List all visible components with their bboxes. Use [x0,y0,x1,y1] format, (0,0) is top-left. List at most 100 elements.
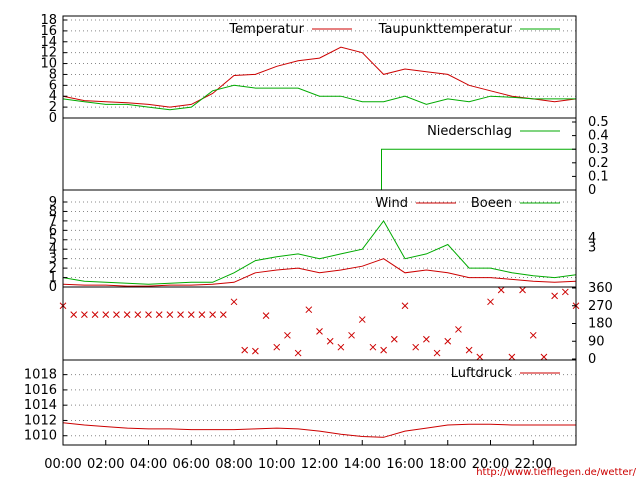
wind-direction-y-tick-label: 360 [588,281,613,296]
wind-legend-label: Wind [375,196,408,211]
temperature-y-tick-label: 4 [49,89,57,104]
precipitation-y-tick-label: 0 [588,183,596,198]
wind-y-tick-label: 2 [49,261,57,276]
precipitation-legend-label: Niederschlag [427,124,512,139]
temperature-y-tick-label: 8 [49,67,57,82]
x-tick-label: 18:00 [429,457,466,472]
wind-direction-point [380,346,387,354]
wind-direction-point [551,292,558,300]
wind-direction-point [369,343,377,351]
wind-direction-point [70,311,78,318]
wind-y-tick-label: 5 [49,233,57,248]
temperature-y-tick-label: 10 [40,57,57,72]
x-tick-label: 14:00 [344,457,381,472]
x-tick-label: 20:00 [472,457,509,472]
wind-legend-label: Boeen [471,196,512,211]
wind-direction-point [519,286,526,294]
wind-direction-point [305,306,313,314]
frame-layer [62,15,577,446]
x-tick-label: 22:00 [515,457,552,472]
wind-direction-point [487,298,494,306]
temperature-legend-label: Taupunkttemperatur [378,22,513,37]
wind-direction-point [209,311,216,318]
pressure-series-line [62,422,576,438]
wind-direction-point [433,349,441,357]
wind-direction-point [390,335,398,343]
precipitation-y-tick-label: 0.1 [588,169,609,184]
wind-y-tick-label: 1 [49,271,57,286]
wind-direction-point [91,311,99,318]
wind-series-line [62,219,577,285]
wind-direction-point [326,337,334,345]
wind-y-tick-label: 9 [49,195,57,210]
wind-direction-point [444,337,452,345]
wind-direction-y-tick-label: 0 [588,352,596,367]
pressure-y-tick-label: 1018 [24,368,57,383]
wind-direction-point [465,346,473,354]
wind-direction-point [476,353,484,361]
wind-direction-point [316,328,323,335]
wind-y-tick-label: 3 [49,252,57,267]
x-tick-label: 16:00 [386,457,423,472]
temperature-y-tick-label: 0 [49,111,57,126]
wind-direction-point [219,311,227,318]
wind-direction-point [230,298,238,306]
wind-direction-point [455,326,462,333]
wind-direction-point [337,343,345,351]
wind-direction-point [198,311,206,318]
wind-direction-point [252,347,259,355]
wind-direction-point [155,311,163,318]
grid-layer [63,19,576,437]
temperature-series-line [62,84,576,111]
wind-right-tick-label: 4 [588,231,596,246]
temperature-y-tick-label: 18 [40,13,57,28]
credit-link[interactable]: http://www.tiefflegen.de/wetter/ [476,467,636,478]
wind-y-tick-label: 8 [49,204,57,219]
wind-direction-point [358,316,366,323]
temperature-legend-label: Temperatur [228,22,304,37]
wind-direction-point [81,311,88,318]
pressure-frame [62,359,577,446]
temperature-y-tick-label: 6 [49,78,57,93]
pressure-y-tick-label: 1014 [24,398,57,413]
x-tick-label: 02:00 [87,457,124,472]
pressure-y-tick-label: 1012 [24,413,57,428]
temperature-y-tick-label: 2 [49,100,57,115]
wind-y-tick-label: 7 [49,214,57,229]
precipitation-y-tick-label: 0.3 [588,142,609,157]
wind-y-tick-label: 0 [49,280,57,295]
x-tick-label: 06:00 [173,457,210,472]
pressure-legend-label: Luftdruck [451,366,513,381]
wind-right-tick-label: 3 [588,240,596,255]
wind-direction-point [241,346,249,354]
wind-direction-point [540,353,548,361]
wind-series-line [62,258,577,287]
wind-direction-point [113,311,120,318]
wind-direction-point [561,288,569,296]
wind-direction-point [401,302,409,310]
wind-direction-point [134,311,142,318]
wind-direction-point [177,311,184,318]
x-tick-label: 12:00 [301,457,338,472]
wind-direction-y-tick-label: 270 [588,299,613,314]
wind-direction-point [294,349,302,357]
wind-direction-point [348,331,355,339]
x-tick-label: 04:00 [130,457,167,472]
text-layer: 00:00 02:00 04:00 06:00 08:00 10:00 12:00 14:00… [24,13,613,472]
wind-direction-y-tick-label: 180 [588,317,613,332]
wind-direction-y-tick-label: 90 [588,334,605,349]
wind-y-tick-label: 4 [49,242,57,257]
wind-direction-point [123,311,131,318]
temperature-y-tick-label: 16 [40,24,57,39]
x-tick-label: 10:00 [258,457,295,472]
wind-direction-point [145,311,152,318]
pressure-y-tick-label: 1016 [24,383,57,398]
precipitation-y-tick-label: 0.4 [588,129,609,144]
x-tick-label: 00:00 [44,457,81,472]
wind-direction-point [262,312,270,319]
wind-direction-point [187,311,195,318]
pressure-y-tick-label: 1010 [24,429,57,444]
precipitation-y-tick-label: 0.5 [588,115,609,130]
wind-direction-point [423,335,430,343]
